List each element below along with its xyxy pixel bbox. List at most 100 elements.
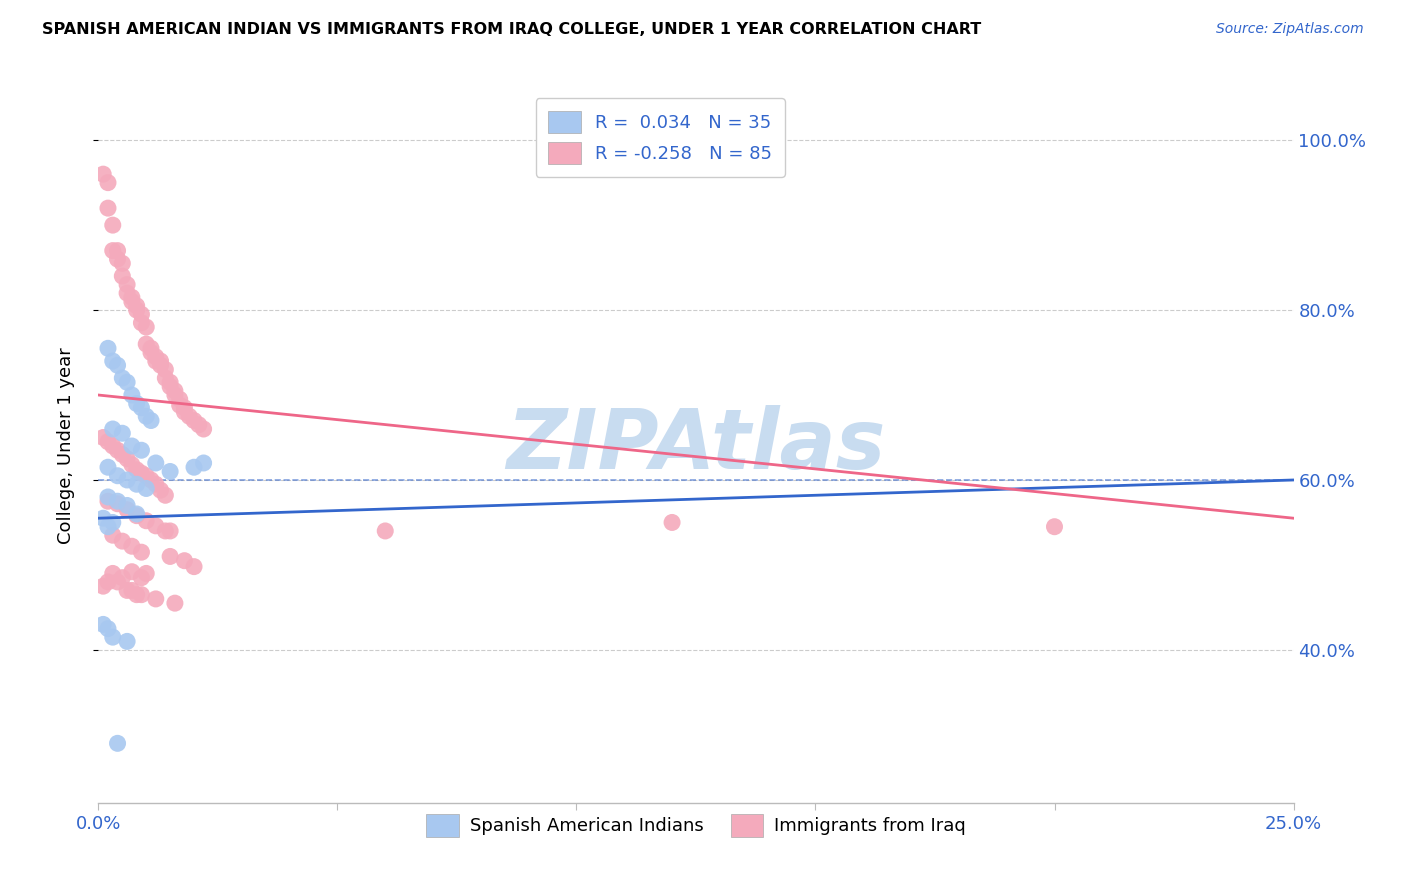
Point [91, 579, 114, 593]
Point [115, 286, 138, 301]
Point [163, 596, 186, 610]
Point [107, 244, 129, 258]
Point [374, 524, 396, 538]
Point [139, 345, 162, 359]
Y-axis label: College, Under 1 year: College, Under 1 year [56, 348, 75, 544]
Point [107, 574, 129, 589]
Point [135, 468, 157, 483]
Point [131, 588, 153, 602]
Point [169, 392, 191, 407]
Point [101, 528, 124, 542]
Point [101, 516, 124, 530]
Point [183, 460, 205, 475]
Point [115, 451, 138, 466]
Point [101, 422, 124, 436]
Point [107, 468, 129, 483]
Point [187, 417, 209, 432]
Point [91, 617, 114, 632]
Point [145, 477, 167, 491]
Point [111, 426, 134, 441]
Point [155, 524, 177, 538]
Point [145, 350, 167, 364]
Point [135, 337, 157, 351]
Point [107, 443, 129, 458]
Point [159, 549, 181, 564]
Text: Source: ZipAtlas.com: Source: ZipAtlas.com [1216, 22, 1364, 37]
Point [97, 201, 120, 215]
Point [101, 630, 124, 644]
Point [97, 460, 120, 475]
Point [125, 463, 148, 477]
Point [97, 490, 120, 504]
Point [107, 497, 129, 511]
Point [111, 571, 134, 585]
Point [155, 488, 177, 502]
Point [121, 565, 143, 579]
Point [131, 466, 153, 480]
Point [173, 401, 195, 415]
Point [183, 413, 205, 427]
Point [111, 534, 134, 549]
Point [101, 354, 124, 368]
Point [107, 494, 129, 508]
Point [101, 439, 124, 453]
Point [145, 456, 167, 470]
Point [97, 622, 120, 636]
Point [97, 519, 120, 533]
Point [97, 494, 120, 508]
Point [125, 507, 148, 521]
Point [115, 583, 138, 598]
Point [1043, 519, 1066, 533]
Point [125, 396, 148, 410]
Point [115, 277, 138, 292]
Point [135, 482, 157, 496]
Point [155, 362, 177, 376]
Point [155, 371, 177, 385]
Point [163, 388, 186, 402]
Point [131, 401, 153, 415]
Point [159, 376, 181, 390]
Point [111, 448, 134, 462]
Point [139, 473, 162, 487]
Point [107, 359, 129, 373]
Point [97, 341, 120, 355]
Point [193, 422, 215, 436]
Point [101, 244, 124, 258]
Point [91, 167, 114, 181]
Point [111, 256, 134, 270]
Point [101, 218, 124, 232]
Point [131, 316, 153, 330]
Point [179, 409, 201, 424]
Point [169, 398, 191, 412]
Point [107, 252, 129, 266]
Point [121, 583, 143, 598]
Point [139, 413, 162, 427]
Point [661, 516, 683, 530]
Point [159, 465, 181, 479]
Point [131, 571, 153, 585]
Point [159, 379, 181, 393]
Point [91, 430, 114, 444]
Point [125, 588, 148, 602]
Point [173, 405, 195, 419]
Point [159, 524, 181, 538]
Text: ZIPAtlas: ZIPAtlas [506, 406, 886, 486]
Point [173, 554, 195, 568]
Point [135, 514, 157, 528]
Point [145, 519, 167, 533]
Point [121, 294, 143, 309]
Point [125, 303, 148, 318]
Point [101, 566, 124, 581]
Point [107, 736, 129, 750]
Point [121, 539, 143, 553]
Point [97, 434, 120, 449]
Point [125, 508, 148, 523]
Point [149, 359, 172, 373]
Point [111, 269, 134, 284]
Point [115, 473, 138, 487]
Legend: Spanish American Indians, Immigrants from Iraq: Spanish American Indians, Immigrants fro… [419, 807, 973, 844]
Point [193, 456, 215, 470]
Text: SPANISH AMERICAN INDIAN VS IMMIGRANTS FROM IRAQ COLLEGE, UNDER 1 YEAR CORRELATIO: SPANISH AMERICAN INDIAN VS IMMIGRANTS FR… [42, 22, 981, 37]
Point [145, 591, 167, 606]
Point [135, 320, 157, 334]
